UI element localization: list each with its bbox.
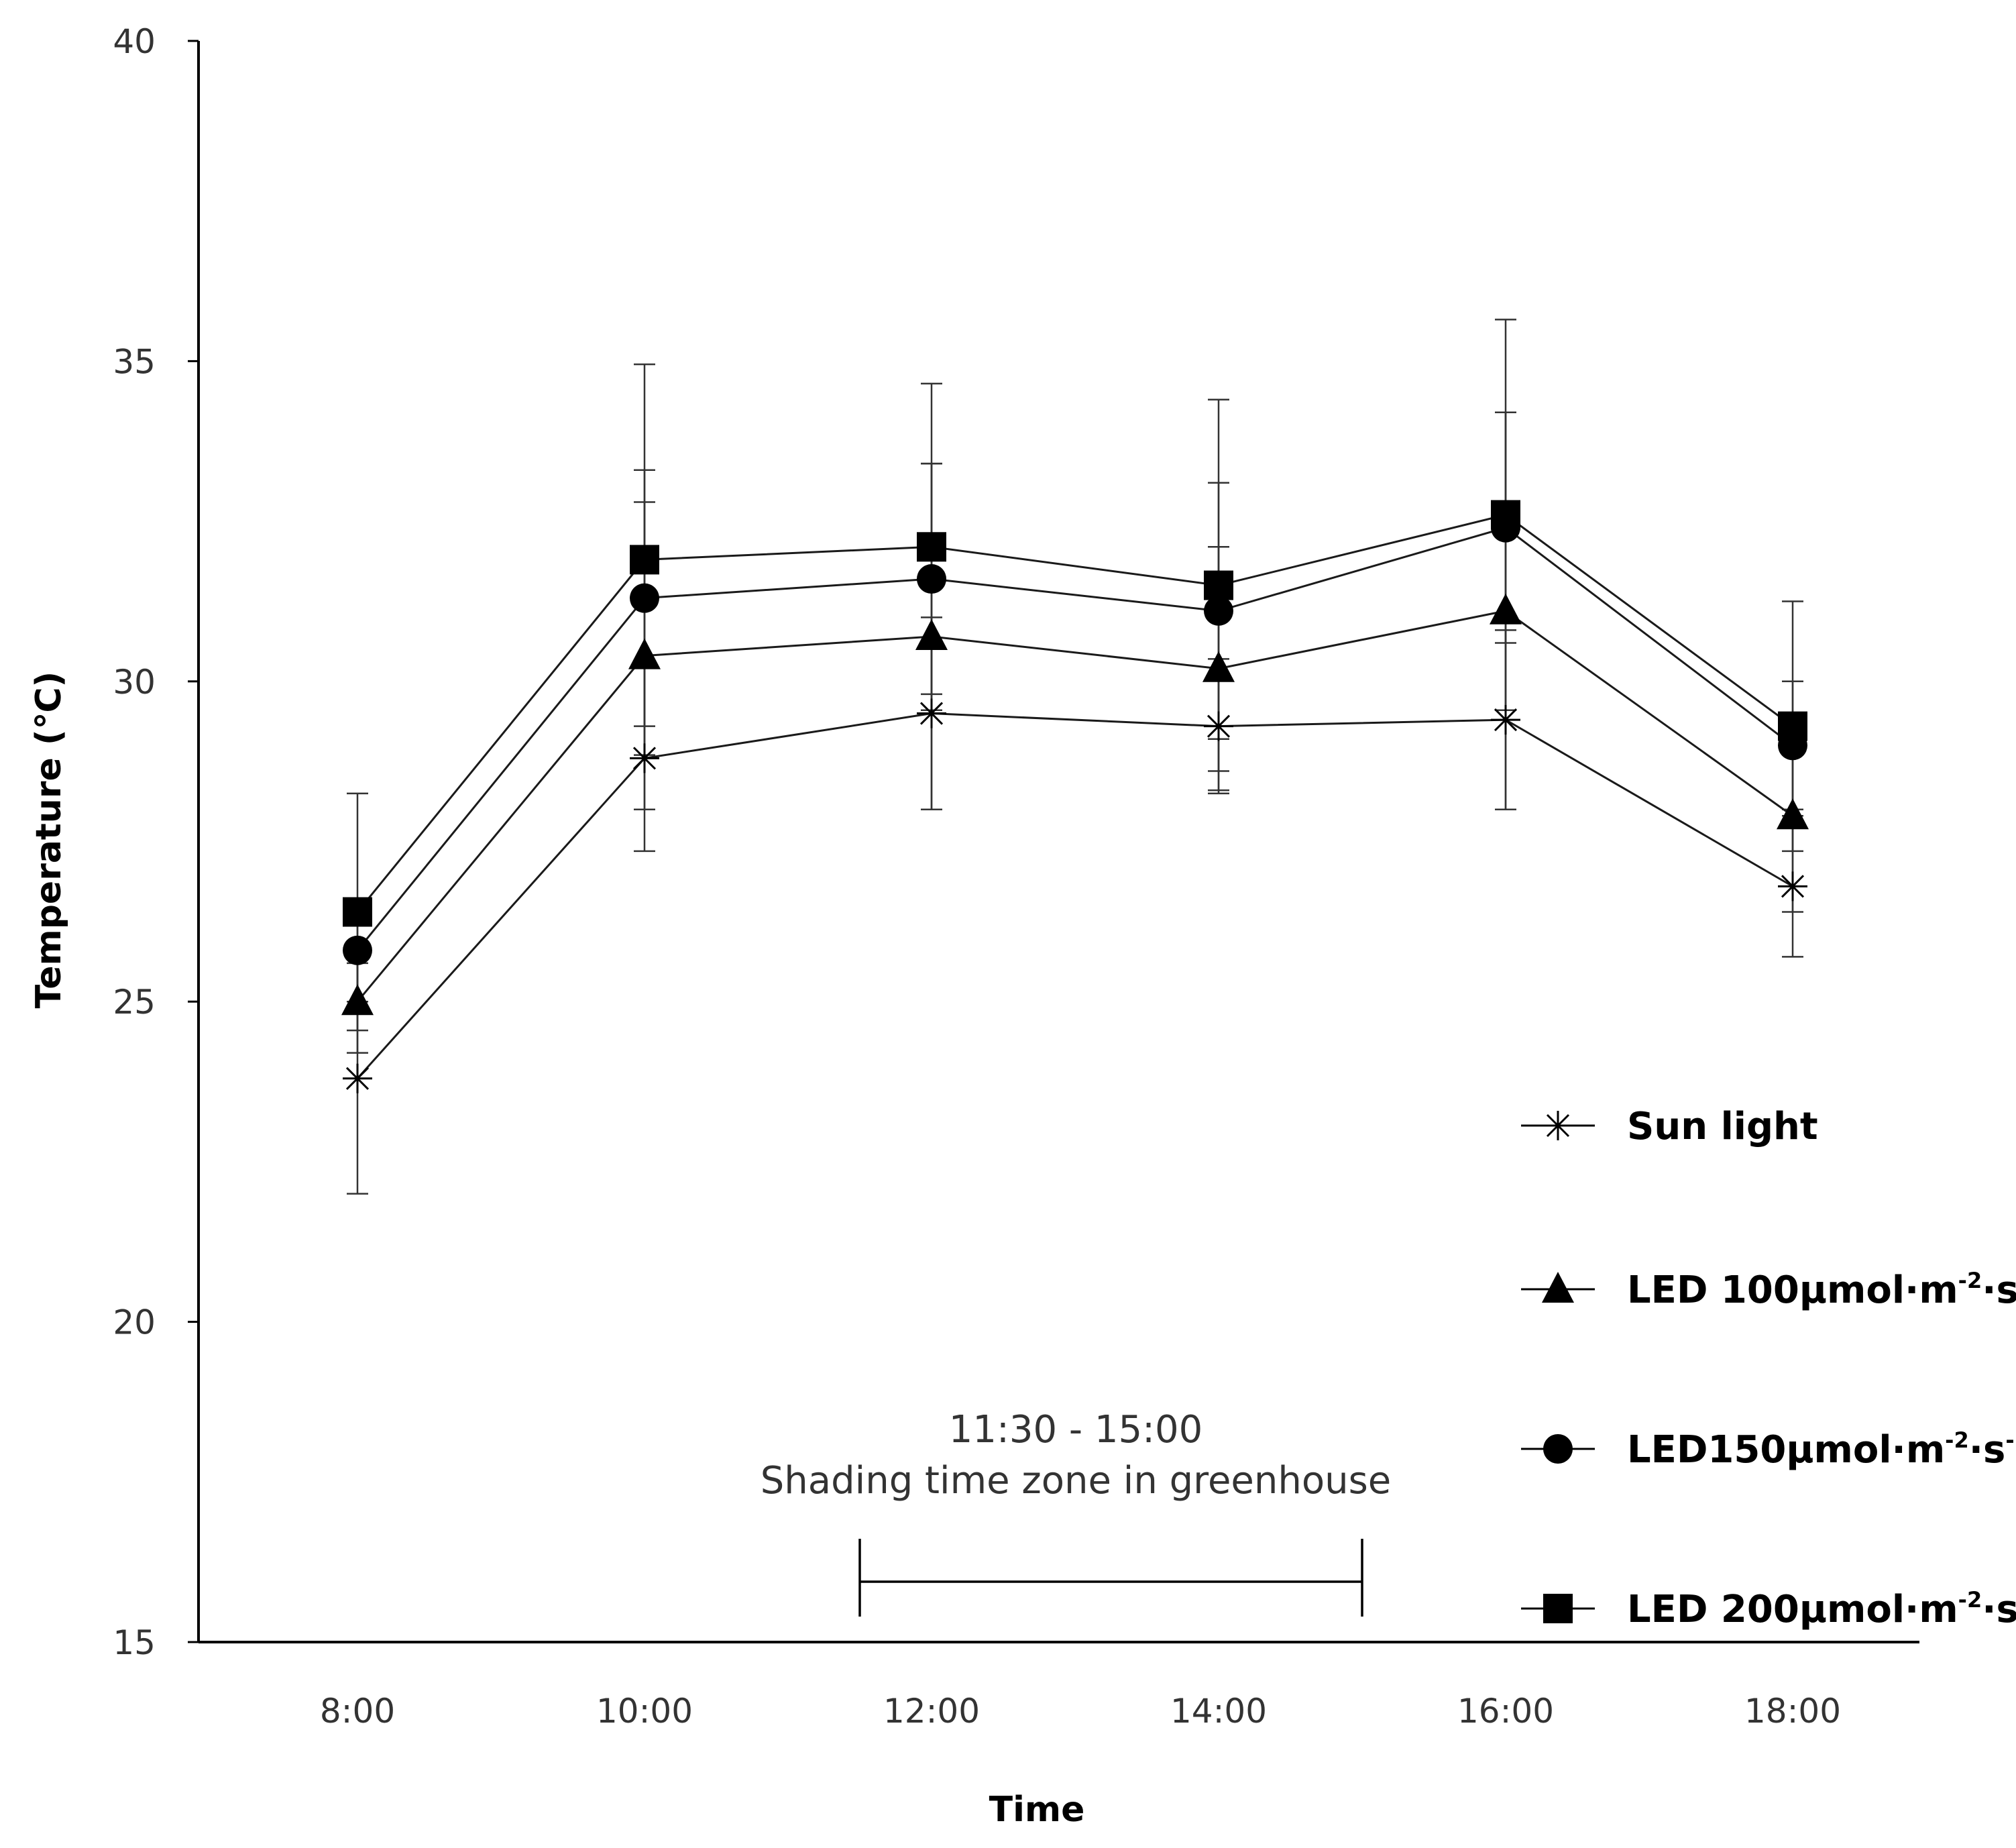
y-ticks: 15 20 25 30 35 40	[113, 22, 199, 1662]
data-point-star	[1491, 705, 1520, 735]
series-line-square	[356, 513, 1793, 913]
legend-marker-square	[1543, 1594, 1573, 1623]
series-line-star	[356, 712, 1793, 1079]
axes	[197, 41, 1919, 1643]
data-point-triangle	[628, 638, 661, 669]
data-point-circle	[343, 935, 372, 965]
legend-marker-triangle	[1542, 1272, 1574, 1303]
y-tick-label: 40	[113, 22, 156, 61]
data-point-triangle	[341, 984, 374, 1016]
data-point-triangle	[1777, 798, 1809, 830]
data-point-star	[343, 1063, 372, 1093]
annotation-description: Shading time zone in greenhouse	[761, 1459, 1392, 1503]
series-line-circle	[356, 526, 1793, 951]
data-point-star	[1204, 711, 1233, 741]
y-tick-label: 20	[113, 1303, 156, 1342]
legend-label: LED150μmol·m-2·s-1	[1627, 1427, 2016, 1472]
x-tick-label: 10:00	[596, 1692, 693, 1731]
legend: Sun light LED 100μmol·m-2·s-1 LED150μmol·m…	[1521, 1105, 2016, 1631]
x-tick-label: 18:00	[1744, 1692, 1841, 1731]
shading-bracket	[858, 1539, 1363, 1617]
annotation-time-range: 11:30 - 15:00	[949, 1408, 1203, 1452]
data-point-square	[917, 532, 946, 562]
x-axis-title: Time	[989, 1790, 1085, 1830]
y-tick-label: 25	[113, 983, 156, 1022]
legend-marker-circle	[1543, 1434, 1573, 1464]
data-point-square	[343, 897, 372, 927]
y-tick-label: 15	[113, 1623, 156, 1662]
series-markers	[341, 500, 1809, 1093]
x-tick-label: 8:00	[320, 1692, 395, 1731]
data-point-star	[630, 743, 659, 773]
y-tick-label: 30	[113, 663, 156, 702]
x-tick-label: 14:00	[1170, 1692, 1267, 1731]
x-ticks: 8:00 10:00 12:00 14:00 16:00 18:00	[320, 1692, 1841, 1731]
data-point-triangle	[1490, 593, 1522, 624]
data-point-star	[1778, 871, 1807, 902]
x-tick-label: 16:00	[1457, 1692, 1554, 1731]
error-bars	[347, 319, 1803, 1195]
x-tick-label: 12:00	[883, 1692, 980, 1731]
data-point-triangle	[1202, 651, 1235, 682]
shading-annotation: 11:30 - 15:00 Shading time zone in green…	[761, 1408, 1392, 1617]
series-line-triangle	[356, 610, 1793, 1003]
data-point-square	[630, 545, 659, 575]
legend-marker-star	[1543, 1111, 1573, 1140]
legend-label: LED 200μmol·m-2·s-1	[1627, 1587, 2016, 1631]
legend-item-star: Sun light	[1521, 1105, 1818, 1148]
legend-item-square: LED 200μmol·m-2·s-1	[1521, 1587, 2016, 1631]
legend-label: LED 100μmol·m-2·s-1	[1627, 1268, 2016, 1312]
legend-label: Sun light	[1627, 1105, 1818, 1148]
data-point-triangle	[915, 618, 948, 650]
legend-item-triangle: LED 100μmol·m-2·s-1	[1521, 1268, 2016, 1312]
data-point-square	[1491, 500, 1520, 530]
y-tick-label: 35	[113, 342, 156, 381]
data-point-square	[1778, 711, 1807, 741]
y-axis-title: Temperature (℃)	[29, 671, 69, 1009]
data-point-star	[917, 698, 946, 728]
legend-item-circle: LED150μmol·m-2·s-1	[1521, 1427, 2016, 1472]
data-point-circle	[1204, 596, 1233, 626]
data-point-circle	[630, 583, 659, 613]
data-point-square	[1204, 570, 1233, 600]
data-point-circle	[917, 564, 946, 594]
series-lines	[356, 513, 1793, 1079]
